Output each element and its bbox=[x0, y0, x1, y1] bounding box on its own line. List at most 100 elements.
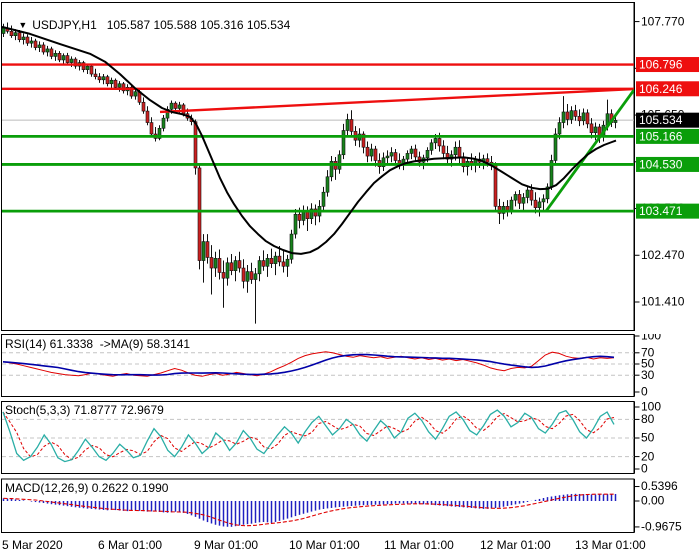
candle-body-up bbox=[581, 112, 586, 122]
candle-body-down bbox=[217, 258, 222, 273]
candle-body-down bbox=[229, 262, 234, 271]
candle-body-down bbox=[149, 122, 154, 135]
candle-body-up bbox=[285, 258, 290, 267]
candle-body-down bbox=[529, 189, 534, 201]
candle-body-down bbox=[413, 148, 418, 158]
candle-body-down bbox=[121, 83, 126, 92]
candle-body-down bbox=[209, 257, 214, 269]
price-badge-label: 105.166 bbox=[639, 129, 683, 143]
candle-body-up bbox=[509, 199, 514, 212]
candle-body-down bbox=[73, 58, 78, 67]
candle-body-down bbox=[221, 272, 226, 279]
candle-body-up bbox=[309, 208, 314, 219]
price-badge-label: 106.246 bbox=[639, 82, 683, 96]
price-axis-label: 101.410 bbox=[641, 295, 685, 309]
symbol-dropdown-icon[interactable]: ▼ bbox=[18, 20, 28, 30]
candle-body-up bbox=[225, 262, 230, 279]
candle-body-down bbox=[113, 79, 118, 88]
price-badge bbox=[636, 156, 699, 172]
candle-body-down bbox=[517, 194, 522, 204]
candle-body-up bbox=[157, 127, 162, 139]
candle-body-down bbox=[241, 267, 246, 282]
candle-body-down bbox=[261, 260, 266, 267]
candle-body-up bbox=[21, 36, 26, 40]
candle-body-up bbox=[593, 126, 598, 133]
indicator-axis-label: 0.00 bbox=[641, 494, 665, 508]
indicator-axis-label: -0.9675 bbox=[641, 520, 682, 534]
indicator-axis-label: 70 bbox=[641, 345, 655, 359]
candle-body-down bbox=[237, 260, 242, 269]
candle-body-down bbox=[373, 148, 378, 161]
indicator-axis-label: 100 bbox=[641, 334, 661, 343]
trendline-green[interactable] bbox=[544, 89, 636, 212]
candle-body-down bbox=[93, 73, 98, 78]
trendline-red[interactable] bbox=[159, 87, 635, 114]
price-badge-label: 106.796 bbox=[639, 58, 683, 72]
stoch-indicator-label: Stoch(5,3,3) 71.8777 72.9679 bbox=[5, 403, 164, 417]
ma-line bbox=[1, 25, 617, 255]
price-badge-label: 105.534 bbox=[639, 113, 683, 127]
time-axis-label: 10 Mar 01:00 bbox=[289, 538, 360, 552]
candle-body-down bbox=[277, 255, 282, 263]
candle-body-down bbox=[393, 152, 398, 161]
candle-body-up bbox=[169, 102, 174, 110]
candle-body-down bbox=[565, 111, 570, 120]
candle-body-down bbox=[361, 133, 366, 148]
candle-body-up bbox=[45, 48, 50, 53]
candle-body-up bbox=[381, 157, 386, 167]
candle-body-up bbox=[265, 258, 270, 267]
candle-body-up bbox=[133, 91, 138, 97]
candle-body-down bbox=[173, 102, 178, 109]
indicator-axis-label: 80 bbox=[641, 412, 655, 426]
time-axis-label: 9 Mar 01:00 bbox=[194, 538, 259, 552]
indicator-axis-label: 0 bbox=[641, 462, 648, 476]
main-plot-border bbox=[1, 2, 635, 331]
candle-body-down bbox=[65, 55, 70, 63]
price-badge-label: 104.530 bbox=[639, 157, 683, 171]
candle-body-down bbox=[269, 258, 274, 264]
candle-body-up bbox=[85, 65, 90, 70]
indicator-axis-label: 0.5396 bbox=[641, 479, 678, 493]
candle-body-down bbox=[585, 112, 590, 125]
candle-body-down bbox=[205, 241, 210, 258]
macd-signal-line bbox=[3, 493, 616, 527]
candle-body-down bbox=[129, 86, 134, 97]
main-price-chart[interactable]: 107.770106.710105.650104.590103.530102.4… bbox=[0, 0, 700, 334]
candle-body-down bbox=[445, 153, 450, 160]
candle-body-up bbox=[569, 110, 574, 120]
candle-body-up bbox=[425, 150, 430, 159]
price-badge bbox=[636, 112, 699, 128]
candle-body-down bbox=[9, 30, 14, 36]
candle-body-down bbox=[41, 44, 46, 53]
candle-body-down bbox=[441, 145, 446, 154]
candle-body-down bbox=[57, 53, 62, 61]
price-badge bbox=[636, 81, 699, 97]
candle-body-down bbox=[181, 104, 186, 115]
candle-body-up bbox=[257, 260, 262, 275]
time-axis-label: 11 Mar 01:00 bbox=[384, 538, 454, 552]
candle-body-up bbox=[345, 119, 350, 131]
macd-indicator-label: MACD(12,26,9) 0.2622 0.1990 bbox=[5, 481, 169, 495]
candle-body-up bbox=[337, 154, 342, 170]
candle-body-up bbox=[101, 76, 106, 81]
candle-body-up bbox=[613, 120, 618, 123]
candle-body-down bbox=[145, 110, 150, 123]
candle-body-down bbox=[197, 167, 202, 261]
candle-body-up bbox=[61, 55, 66, 61]
candle-body-up bbox=[389, 152, 394, 157]
candle-body-up bbox=[433, 138, 438, 144]
candle-body-down bbox=[249, 271, 254, 280]
price-badge bbox=[636, 128, 699, 144]
candle-body-up bbox=[161, 117, 166, 129]
candle-body-up bbox=[253, 273, 258, 280]
price-badge bbox=[636, 57, 699, 73]
candle-body-down bbox=[533, 199, 538, 208]
candle-body-up bbox=[213, 258, 218, 269]
indicator-axis-label: 30 bbox=[641, 368, 655, 382]
candle-body-up bbox=[293, 213, 298, 235]
candle-body-up bbox=[325, 176, 330, 193]
